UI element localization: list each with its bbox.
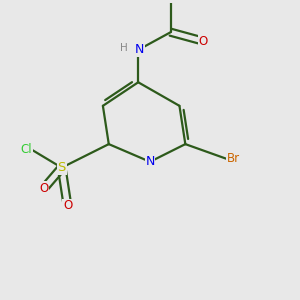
Text: O: O: [63, 200, 72, 212]
Text: N: N: [145, 155, 155, 168]
Text: O: O: [39, 182, 49, 195]
Text: S: S: [58, 161, 66, 174]
Text: Br: Br: [226, 152, 240, 165]
Text: N: N: [135, 44, 144, 56]
Text: Cl: Cl: [21, 143, 32, 157]
Text: H: H: [120, 44, 128, 53]
Text: O: O: [198, 34, 208, 48]
